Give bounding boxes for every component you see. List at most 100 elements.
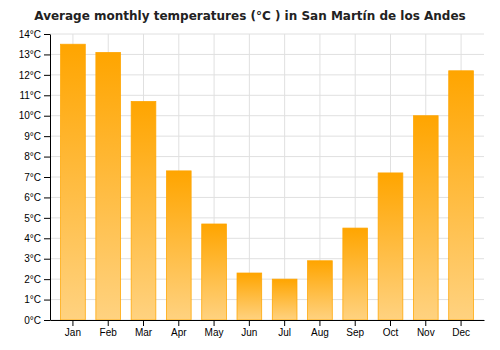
- tick-label: Jul: [278, 327, 291, 338]
- axis-line: [50, 35, 51, 321]
- tick-mark: [214, 320, 215, 326]
- tick-mark: [44, 136, 50, 137]
- y-tick: 6°C: [24, 192, 50, 203]
- y-tick: 10°C: [19, 110, 50, 121]
- tick-label: 6°C: [24, 192, 41, 203]
- bar: [237, 273, 262, 320]
- bar: [449, 71, 474, 320]
- bar: [308, 261, 333, 320]
- tick-label: Aug: [311, 327, 329, 338]
- x-tick: Jun: [241, 320, 257, 338]
- tick-mark: [44, 320, 50, 321]
- tick-mark: [44, 54, 50, 55]
- y-tick: 7°C: [24, 172, 50, 183]
- tick-label: 9°C: [24, 131, 41, 142]
- x-tick: May: [205, 320, 224, 338]
- tick-mark: [72, 320, 73, 326]
- bar: [96, 52, 121, 320]
- tick-label: Apr: [171, 327, 187, 338]
- axis-line: [51, 320, 485, 321]
- tick-mark: [44, 116, 50, 117]
- tick-mark: [108, 320, 109, 326]
- tick-label: Nov: [417, 327, 435, 338]
- bar: [166, 171, 191, 320]
- x-tick: Mar: [135, 320, 153, 338]
- tick-mark: [143, 320, 144, 326]
- bar: [202, 224, 227, 320]
- tick-mark: [44, 218, 50, 219]
- tick-mark: [44, 34, 50, 35]
- tick-label: May: [205, 327, 224, 338]
- tick-mark: [44, 177, 50, 178]
- y-tick: 1°C: [24, 294, 50, 305]
- y-tick: 11°C: [19, 90, 50, 101]
- y-tick: 8°C: [24, 151, 50, 162]
- tick-label: 14°C: [19, 29, 41, 40]
- bar: [61, 44, 86, 320]
- bars: [61, 44, 474, 320]
- tick-label: Mar: [135, 327, 153, 338]
- tick-mark: [44, 279, 50, 280]
- tick-mark: [178, 320, 179, 326]
- title: Average monthly temperatures (°C ) in Sa…: [34, 9, 465, 23]
- x-tick: Sep: [346, 320, 364, 338]
- bar: [131, 101, 156, 320]
- tick-mark: [390, 320, 391, 326]
- tick-label: Dec: [452, 327, 470, 338]
- x-tick: Oct: [383, 320, 399, 338]
- tick-mark: [319, 320, 320, 326]
- tick-label: 10°C: [19, 110, 41, 121]
- x-tick: Dec: [452, 320, 470, 338]
- tick-mark: [44, 300, 50, 301]
- tick-label: 7°C: [24, 172, 41, 183]
- tick-label: 1°C: [24, 294, 41, 305]
- x-tick: Aug: [311, 320, 329, 338]
- tick-mark: [249, 320, 250, 326]
- tick-mark: [44, 75, 50, 76]
- y-tick: 12°C: [19, 70, 50, 81]
- tick-mark: [425, 320, 426, 326]
- x-tick: Nov: [417, 320, 435, 338]
- y-tick: 14°C: [19, 29, 50, 40]
- tick-label: 12°C: [19, 70, 41, 81]
- tick-label: 11°C: [19, 90, 41, 101]
- x-tick: Apr: [171, 320, 187, 338]
- tick-label: 4°C: [24, 233, 41, 244]
- y-tick: 2°C: [24, 274, 50, 285]
- y-tick: 13°C: [19, 49, 50, 60]
- tick-mark: [44, 95, 50, 96]
- tick-mark: [284, 320, 285, 326]
- tick-mark: [44, 259, 50, 260]
- tick-label: Sep: [346, 327, 364, 338]
- grid: [50, 34, 484, 320]
- x-axis: Jan Feb Mar Apr May Jun Jul Aug Sep Oct Nov Dec: [51, 320, 485, 338]
- bar: [378, 173, 403, 320]
- y-axis: 0°C 1°C 2°C 3°C 4°C 5°C 6°C 7°C 8°C 9°C 10°C 11°C 12…: [19, 29, 51, 326]
- plot: Jan Feb Mar Apr May Jun Jul Aug Sep Oct Nov Dec 0°C 1…: [19, 29, 485, 338]
- tick-label: Jan: [65, 327, 81, 338]
- y-tick: 9°C: [24, 131, 50, 142]
- x-tick: Jan: [65, 320, 81, 338]
- y-tick: 0°C: [24, 315, 50, 326]
- tick-mark: [44, 238, 50, 239]
- bar: [413, 116, 438, 320]
- tick-label: Oct: [383, 327, 399, 338]
- tick-label: 13°C: [19, 49, 41, 60]
- tick-label: Jun: [241, 327, 257, 338]
- x-tick: Feb: [100, 320, 118, 338]
- x-tick: Jul: [278, 320, 291, 338]
- grid-line: [50, 34, 484, 35]
- grid-line: [284, 34, 285, 320]
- tick-label: 8°C: [24, 151, 41, 162]
- tick-label: 3°C: [24, 253, 41, 264]
- y-tick: 3°C: [24, 253, 50, 264]
- tick-label: 5°C: [24, 213, 41, 224]
- bar: [343, 228, 368, 320]
- tick-mark: [355, 320, 356, 326]
- y-tick: 5°C: [24, 213, 50, 224]
- bar: [272, 279, 297, 320]
- tick-label: 0°C: [24, 315, 41, 326]
- y-tick: 4°C: [24, 233, 50, 244]
- tick-label: 2°C: [24, 274, 41, 285]
- tick-mark: [44, 197, 50, 198]
